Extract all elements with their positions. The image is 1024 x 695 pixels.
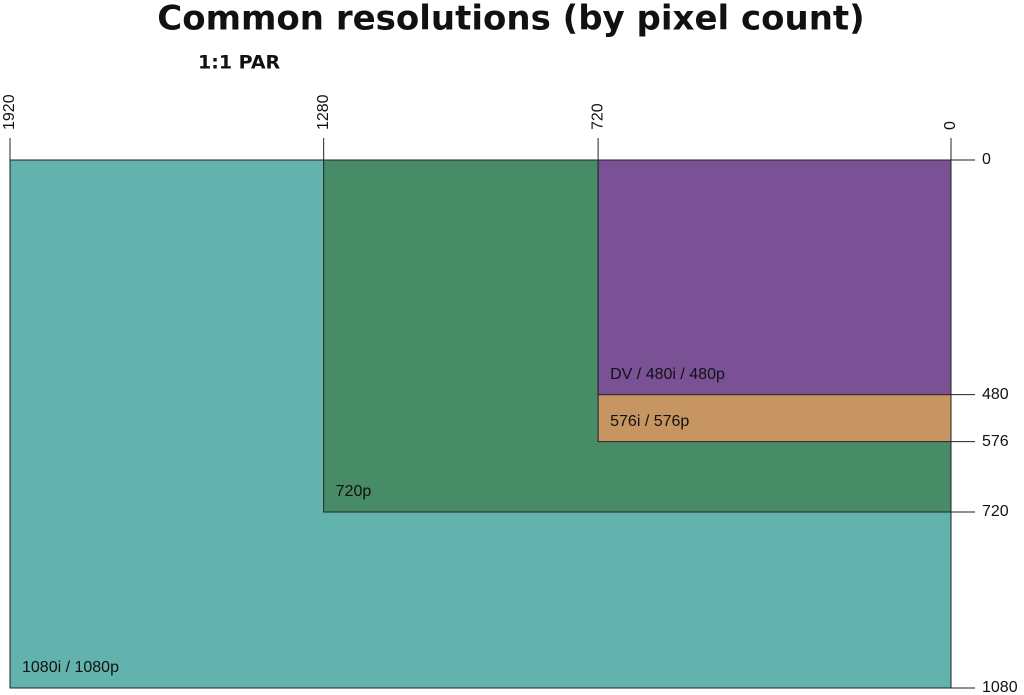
x-tick-label: 1920 (1, 94, 18, 130)
y-tick-label: 576 (982, 433, 1009, 450)
y-tick-label: 480 (982, 386, 1009, 403)
chart-title: Common resolutions (by pixel count) (157, 0, 864, 39)
resolution-rect (597, 159, 952, 396)
x-tick-label: 0 (942, 121, 959, 130)
y-tick-label: 1080 (982, 679, 1018, 695)
rect-label: 1080i / 1080p (22, 659, 119, 676)
rect-label: 720p (336, 483, 372, 500)
y-tick-label: 0 (982, 151, 991, 168)
x-tick-label: 720 (589, 103, 606, 130)
rect-label: DV / 480i / 480p (610, 366, 725, 383)
y-tick-label: 720 (982, 503, 1009, 520)
rect-label: 576i / 576p (610, 413, 689, 430)
x-tick-label: 1280 (315, 94, 332, 130)
chart-subtitle: 1:1 PAR (198, 52, 281, 74)
